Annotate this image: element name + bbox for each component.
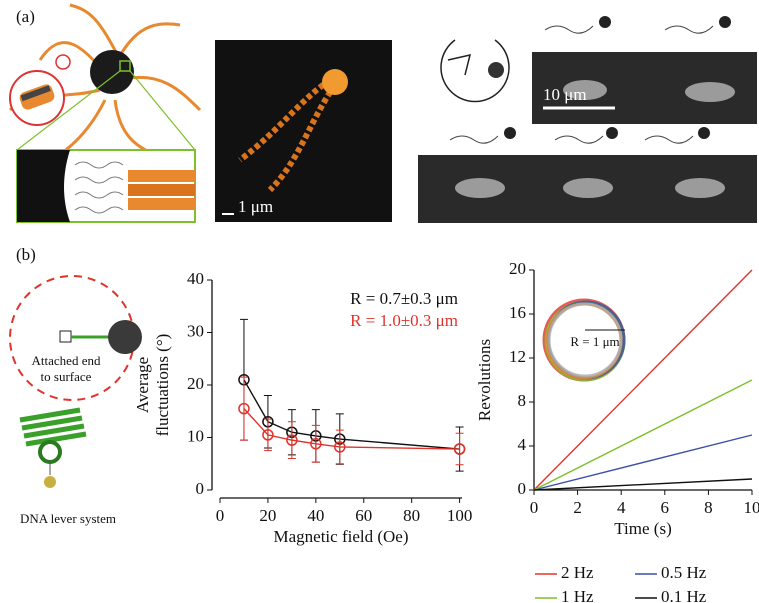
figure: (a) (b) 1 μm 10 μm Attached end to surfa… — [0, 0, 759, 603]
x-tick-label: 2 — [573, 498, 582, 517]
scale-bar-label: 10 μm — [543, 85, 587, 104]
y-tick-label: 30 — [187, 321, 204, 340]
x-axis-label: Time (s) — [614, 519, 671, 538]
legend-label: R = 1.0±0.3 μm — [350, 311, 458, 330]
x-tick-label: 20 — [259, 506, 276, 525]
label: DNA lever system — [20, 511, 116, 526]
x-tick-label: 80 — [403, 506, 420, 525]
x-tick-label: 40 — [307, 506, 324, 525]
annotation: R = 1 μm — [570, 334, 619, 349]
y-tick-label: 10 — [187, 426, 204, 445]
label: Attached end — [32, 353, 101, 368]
y-axis-label: fluctuations (°) — [153, 334, 172, 437]
legend-label: R = 0.7±0.3 μm — [350, 289, 458, 308]
y-tick-label: 12 — [509, 347, 526, 366]
x-tick-label: 10 — [744, 498, 759, 517]
x-tick-label: 4 — [617, 498, 626, 517]
panel-label: (b) — [16, 245, 36, 264]
series-line — [534, 380, 752, 490]
legend-label: 0.5 Hz — [661, 563, 707, 582]
y-tick-label: 20 — [509, 259, 526, 278]
y-axis-label: Revolutions — [475, 339, 494, 421]
x-tick-label: 8 — [704, 498, 713, 517]
x-axis-label: Magnetic field (Oe) — [274, 527, 409, 546]
scale-bar-label: 1 μm — [238, 197, 273, 216]
y-tick-label: 16 — [509, 303, 526, 322]
y-tick-label: 4 — [518, 435, 527, 454]
legend-label: 0.1 Hz — [661, 587, 707, 603]
series-line — [244, 380, 460, 449]
y-tick-label: 0 — [196, 479, 205, 498]
x-tick-label: 100 — [447, 506, 473, 525]
y-tick-label: 8 — [518, 391, 527, 410]
series-line — [534, 479, 752, 490]
y-axis-label: Average — [133, 357, 152, 413]
y-tick-label: 0 — [518, 479, 527, 498]
error-bar — [240, 377, 248, 440]
legend-label: 1 Hz — [561, 587, 594, 603]
x-tick-label: 60 — [355, 506, 372, 525]
legend-label: 2 Hz — [561, 563, 594, 582]
series-line — [244, 409, 460, 449]
x-tick-label: 0 — [216, 506, 225, 525]
series-line — [534, 435, 752, 490]
y-tick-label: 40 — [187, 269, 204, 288]
x-tick-label: 6 — [661, 498, 670, 517]
y-tick-label: 20 — [187, 374, 204, 393]
x-tick-label: 0 — [530, 498, 539, 517]
panel-label: (a) — [16, 7, 35, 26]
illustration-a — [10, 5, 757, 223]
label: to surface — [41, 369, 92, 384]
